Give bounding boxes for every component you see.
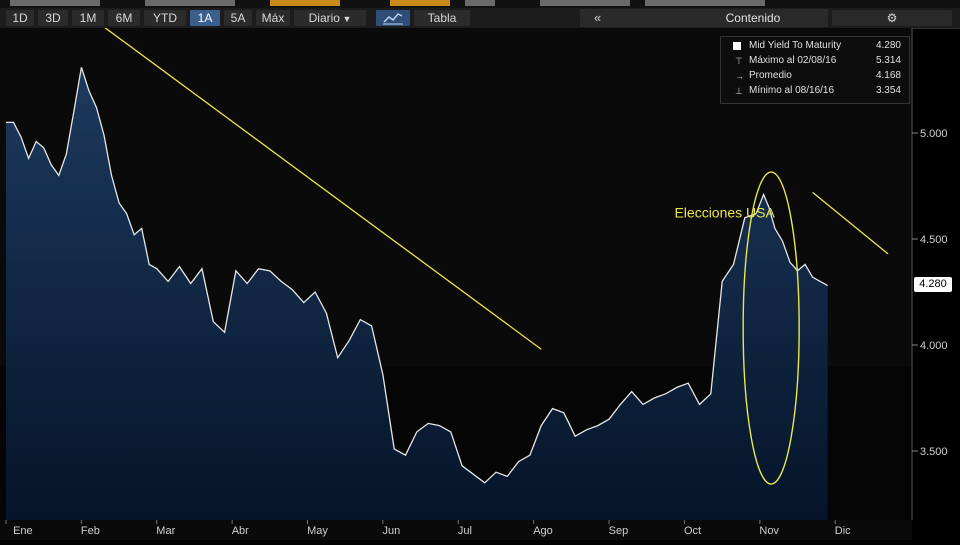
settings-button[interactable]: ⚙	[832, 10, 952, 26]
legend-row-min: ⊥ Mínimo al 08/16/16 3.354	[721, 84, 909, 98]
legend-value: 3.354	[875, 85, 901, 96]
range-1a-button[interactable]: 1A	[190, 10, 220, 26]
legend-row-avg: → Promedio 4.168	[721, 69, 909, 83]
chart-toolbar: 1D 3D 1M 6M YTD 1A 5A Máx Diario Tabla «…	[0, 8, 960, 29]
double-chevron-left-icon[interactable]: «	[594, 10, 602, 25]
range-1d-button[interactable]: 1D	[6, 10, 34, 26]
currency-code[interactable]	[465, 0, 495, 6]
legend-label: Promedio	[749, 70, 792, 81]
chart-svg: Elecciones USA 5.000 4.500 4.000 3.500 Ene F…	[0, 26, 948, 540]
events-toggle[interactable]	[645, 0, 765, 6]
legend-panel: Mid Yield To Maturity 4.280 ⊤ Máximo al …	[720, 36, 910, 104]
x-axis-band	[0, 520, 912, 540]
range-6m-button[interactable]: 6M	[108, 10, 140, 26]
x-tick-label: Ago	[533, 525, 553, 537]
yield-area	[6, 67, 828, 521]
currency-selector[interactable]	[390, 0, 450, 6]
range-3d-button[interactable]: 3D	[38, 10, 68, 26]
avg-marker-icon: →	[735, 71, 744, 81]
elections-annotation: Elecciones USA	[674, 205, 775, 221]
legend-label: Mínimo al 08/16/16	[749, 85, 835, 96]
line-chart-icon[interactable]	[376, 10, 410, 26]
trend-lines	[103, 26, 889, 350]
x-tick-label: Sep	[609, 525, 629, 537]
legend-value: 4.280	[875, 40, 901, 51]
legend-row-mid-yield: Mid Yield To Maturity 4.280	[721, 39, 909, 53]
legend-value: 5.314	[875, 55, 901, 66]
y-tick-label: 4.500	[920, 234, 948, 246]
content-button[interactable]: « Contenido	[580, 9, 828, 27]
x-axis: Ene Feb Mar Abr May Jun Jul Ago Sep Oct Nov Dic	[0, 520, 912, 540]
x-tick-label: Nov	[759, 525, 779, 537]
min-marker-icon: ⊥	[735, 86, 743, 96]
last-value-badge: 4.280	[914, 277, 952, 292]
gear-icon[interactable]: ⚙	[886, 11, 898, 25]
date-start-field[interactable]	[10, 0, 100, 6]
y-axis: 5.000 4.500 4.000 3.500	[911, 28, 948, 520]
date-end-field[interactable]	[145, 0, 235, 6]
x-tick-label: Dic	[835, 525, 851, 537]
legend-label: Máximo al 02/08/16	[749, 55, 837, 66]
range-5a-button[interactable]: 5A	[224, 10, 252, 26]
x-tick-label: Feb	[81, 525, 100, 537]
x-tick-label: Ene	[13, 525, 33, 537]
frequency-dropdown[interactable]: Diario	[294, 10, 366, 26]
chart-area: Elecciones USA 5.000 4.500 4.000 3.500 Ene F…	[0, 26, 960, 540]
x-tick-label: May	[307, 525, 328, 537]
y-tick-label: 5.000	[920, 128, 948, 140]
range-ytd-button[interactable]: YTD	[144, 10, 186, 26]
series-swatch	[733, 42, 741, 50]
elections-ellipse	[742, 171, 800, 485]
field-selector[interactable]	[270, 0, 340, 6]
range-1m-button[interactable]: 1M	[72, 10, 104, 26]
y-tick-label: 3.500	[920, 446, 948, 458]
yield-line	[6, 67, 829, 484]
y-tick-label: 4.000	[920, 340, 948, 352]
x-tick-label: Jul	[458, 525, 472, 537]
max-marker-icon: ⊤	[735, 56, 743, 66]
trend-line	[812, 191, 889, 255]
x-tick-label: Mar	[156, 525, 175, 537]
x-tick-label: Oct	[684, 525, 701, 537]
top-info-strip	[0, 0, 960, 8]
legend-label: Mid Yield To Maturity	[749, 40, 842, 51]
x-tick-label: Jun	[382, 525, 400, 537]
legend-value: 4.168	[875, 70, 901, 81]
range-max-button[interactable]: Máx	[256, 10, 290, 26]
legend-toggle[interactable]	[540, 0, 630, 6]
content-label: Contenido	[725, 11, 781, 25]
x-tick-label: Abr	[232, 525, 249, 537]
legend-row-max: ⊤ Máximo al 02/08/16 5.314	[721, 54, 909, 68]
table-button[interactable]: Tabla	[414, 10, 470, 26]
trend-line	[103, 26, 542, 350]
